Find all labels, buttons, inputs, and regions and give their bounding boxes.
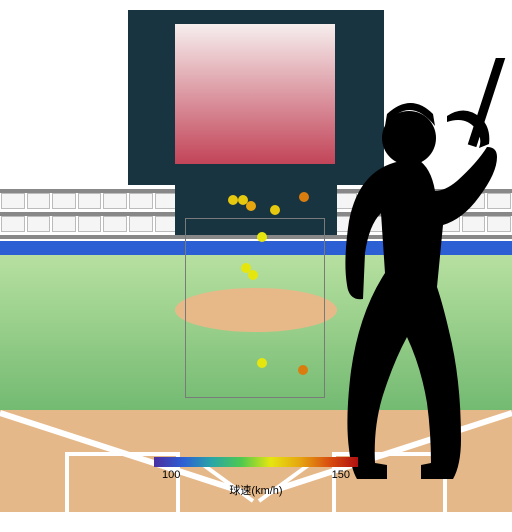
pitch-marker <box>248 270 258 280</box>
pitch-location-chart: 100 150 球速(km/h) <box>0 0 512 512</box>
pitch-marker <box>257 358 267 368</box>
legend-tick: 150 <box>332 469 350 481</box>
pitch-marker <box>257 232 267 242</box>
legend-label: 球速(km/h) <box>154 482 358 498</box>
legend-colorbar <box>154 457 358 467</box>
pitch-marker <box>246 201 256 211</box>
speed-legend: 100 150 球速(km/h) <box>154 457 358 498</box>
pitch-marker <box>270 205 280 215</box>
batter-silhouette-icon <box>305 58 512 503</box>
legend-ticks: 100 150 <box>154 469 358 481</box>
legend-tick: 100 <box>162 469 180 481</box>
pitch-marker <box>228 195 238 205</box>
